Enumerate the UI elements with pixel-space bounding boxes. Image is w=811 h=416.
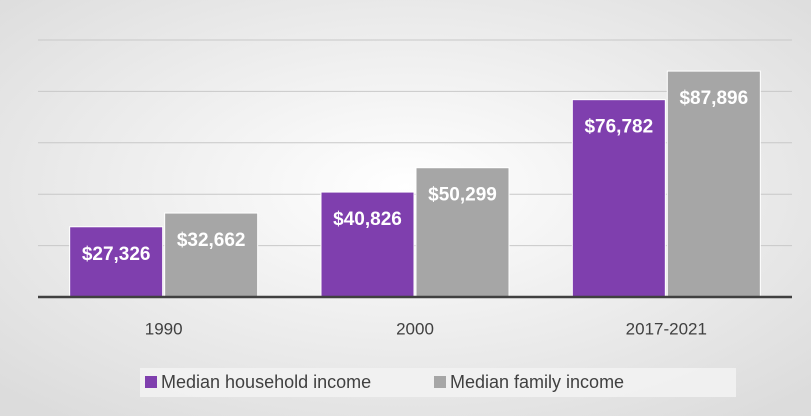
bar: [69, 226, 164, 298]
legend-swatch: [145, 376, 157, 388]
value-label: $50,299: [428, 185, 497, 206]
x-tick-label: 1990: [145, 319, 183, 338]
value-label: $76,782: [584, 117, 653, 138]
legend-swatch: [434, 376, 446, 388]
x-tick-label: 2000: [396, 319, 434, 338]
x-tick-label: 2017-2021: [626, 319, 707, 338]
legend-label: Median household income: [161, 372, 371, 392]
value-label: $87,896: [679, 88, 748, 109]
value-label: $40,826: [333, 209, 402, 230]
value-label: $27,326: [82, 244, 151, 265]
bar: [320, 191, 415, 298]
legend-label: Median family income: [450, 372, 624, 392]
bar: [164, 212, 259, 298]
value-label: $32,662: [177, 230, 246, 251]
